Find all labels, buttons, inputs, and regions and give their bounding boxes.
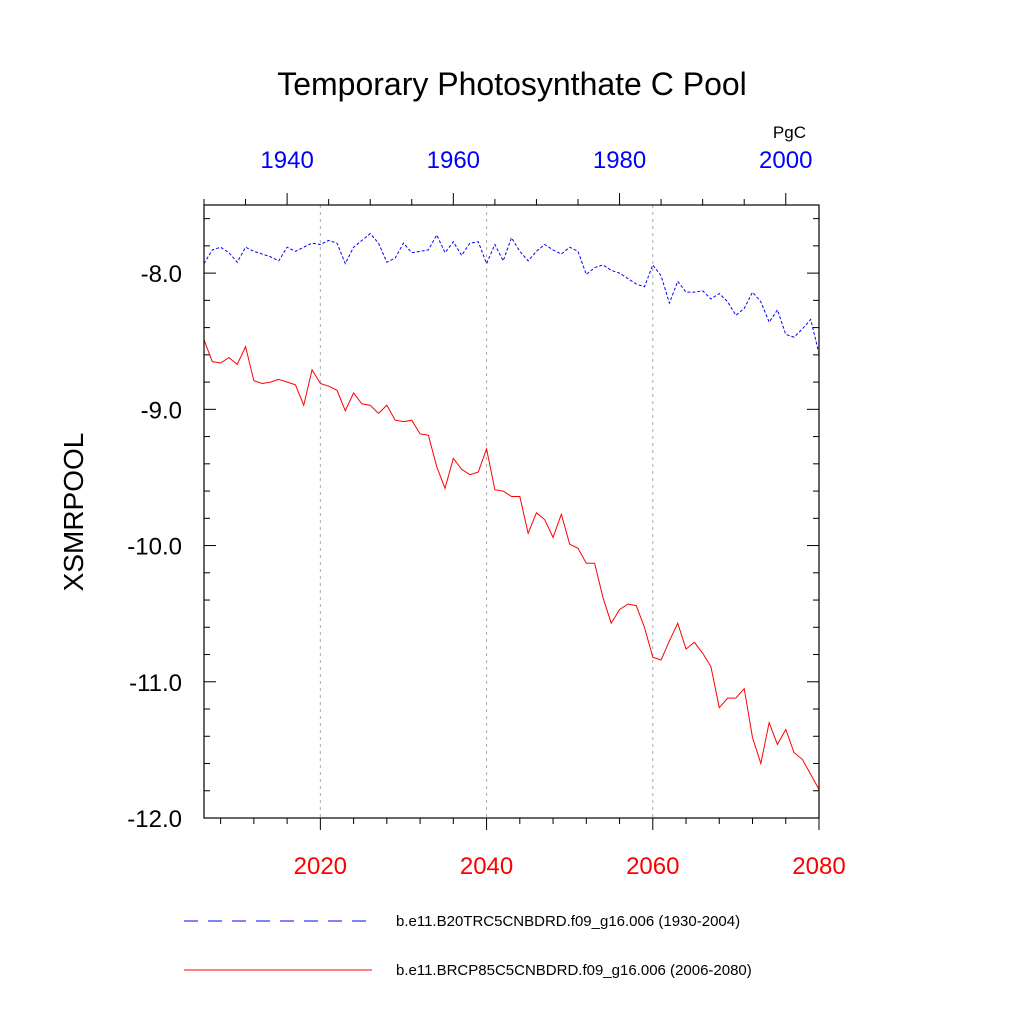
y-tick-label: -11.0 xyxy=(129,670,182,697)
top-tick-label: 1980 xyxy=(593,147,646,174)
tick-labels: -8.0 -9.0 -10.0 -11.0 -12.0 2020 2040 2060 2080 1… xyxy=(127,147,845,880)
axis-ticks xyxy=(203,193,820,830)
chart-title: Temporary Photosynthate C Pool xyxy=(277,66,747,102)
top-tick-label: 1960 xyxy=(427,147,480,174)
top-tick-label: 2000 xyxy=(759,147,812,174)
bottom-tick-label: 2080 xyxy=(792,853,845,880)
legend-label-historical: b.e11.B20TRC5CNBDRD.f09_g16.006 (1930-20… xyxy=(396,913,740,930)
series-line-rcp85 xyxy=(203,339,820,790)
legend: b.e11.B20TRC5CNBDRD.f09_g16.006 (1930-20… xyxy=(184,913,752,979)
series-line-historical xyxy=(203,232,820,354)
bottom-tick-label: 2040 xyxy=(460,853,513,880)
y-tick-label: -9.0 xyxy=(141,397,182,424)
y-tick-label: -10.0 xyxy=(127,534,182,561)
bottom-tick-label: 2020 xyxy=(294,853,347,880)
bottom-tick-label: 2060 xyxy=(626,853,679,880)
top-tick-label: 1940 xyxy=(260,147,313,174)
y-axis-label: XSMRPOOL xyxy=(58,433,89,592)
plot-frame xyxy=(203,204,820,819)
legend-label-rcp85: b.e11.BRCP85C5CNBDRD.f09_g16.006 (2006-2… xyxy=(396,962,752,979)
y-tick-label: -8.0 xyxy=(141,261,182,288)
y-tick-label: -12.0 xyxy=(127,806,182,833)
series-lines xyxy=(203,232,820,790)
grid-lines xyxy=(319,205,654,818)
units-label: PgC xyxy=(773,123,806,142)
